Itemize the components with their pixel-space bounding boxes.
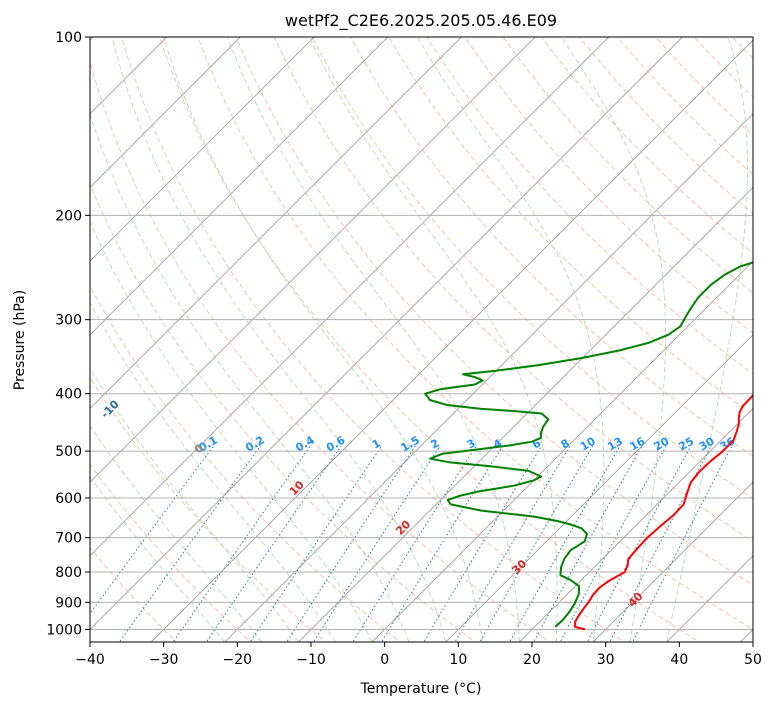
- moist-adiabat: [90, 301, 336, 642]
- y-tick-label: 200: [55, 208, 82, 224]
- chart-title: wetPf2_C2E6.2025.205.05.46.E09: [285, 11, 557, 31]
- mixing-ratio-line: [454, 445, 571, 642]
- x-tick-label: −20: [223, 652, 253, 668]
- moist-adiabat: [226, 37, 520, 642]
- moist-adiabat: [666, 37, 749, 642]
- moist-adiabat: [90, 112, 410, 642]
- y-axis: 100 200 300 400 500 600 700 800 900 1000: [46, 30, 90, 638]
- moist-adiabat: [90, 220, 373, 642]
- isotherm: [90, 37, 389, 336]
- x-tick-label: −10: [296, 652, 326, 668]
- y-tick-label: 300: [55, 313, 82, 329]
- mixing-ratio-line: [205, 445, 342, 642]
- x-tick-label: 50: [744, 652, 762, 668]
- dry-adiabat: [90, 183, 476, 642]
- mixing-ratio-line: [286, 445, 416, 642]
- plot-area: [90, 37, 753, 642]
- x-tick-label: 10: [449, 652, 467, 668]
- moist-adiabat: [90, 476, 226, 642]
- y-tick-label: 900: [55, 595, 82, 611]
- x-tick-label: −30: [149, 652, 179, 668]
- pressure-grid: [90, 37, 753, 630]
- x-tick-label: −40: [75, 652, 105, 668]
- x-tick-label: 0: [380, 652, 389, 668]
- y-tick-label: 100: [55, 30, 82, 46]
- mixing-ratio-line: [586, 445, 692, 642]
- moist-adiabat: [90, 367, 299, 642]
- y-tick-label: 1000: [46, 622, 82, 638]
- x-tick-label: 20: [523, 652, 541, 668]
- isotherm: [90, 37, 536, 483]
- x-tick-label: 40: [670, 652, 688, 668]
- dry-adiabat: [159, 37, 701, 642]
- moist-adiabat: [416, 37, 605, 642]
- mixing-ratio-line: [559, 445, 667, 642]
- temperature-line: [574, 393, 753, 631]
- mixing-ratio-line: [172, 445, 311, 642]
- mixing-ratio-line: [249, 445, 383, 642]
- y-tick-label: 400: [55, 387, 82, 403]
- mixing-ratio-line: [118, 445, 261, 642]
- x-axis: −40 −30 −20 −10 0 10 20 30 40 50: [75, 642, 762, 668]
- x-tick-label: 30: [597, 652, 615, 668]
- moist-adiabat: [308, 37, 558, 642]
- y-tick-label: 500: [55, 444, 82, 460]
- y-tick-label: 800: [55, 565, 82, 581]
- dry-adiabat: [311, 37, 753, 500]
- moist-adiabat: [560, 37, 666, 642]
- y-axis-label: Pressure (hPa): [12, 290, 28, 390]
- x-axis-label: Temperature (°C): [360, 681, 482, 697]
- mixing-ratio-line: [381, 445, 504, 642]
- dry-adiabat: [273, 37, 753, 543]
- mixing-ratio-line: [352, 445, 477, 642]
- isotherm: [90, 37, 463, 410]
- series-lines: [424, 261, 753, 631]
- dry-adiabat: [350, 37, 753, 458]
- dry-adiabat: [235, 37, 753, 586]
- isotherm: [90, 37, 610, 557]
- y-tick-label: 700: [55, 531, 82, 547]
- mixing-ratio-line: [479, 445, 594, 642]
- mixing-ratio-line: [312, 445, 441, 642]
- y-tick-label: 600: [55, 491, 82, 507]
- moist-adiabat: [90, 424, 262, 642]
- dry-adiabat: [426, 37, 753, 375]
- moist-adiabat: [162, 37, 484, 642]
- plot-frame: [89, 36, 754, 643]
- dewpoint-line: [424, 261, 753, 628]
- moist-adiabat: [111, 37, 447, 642]
